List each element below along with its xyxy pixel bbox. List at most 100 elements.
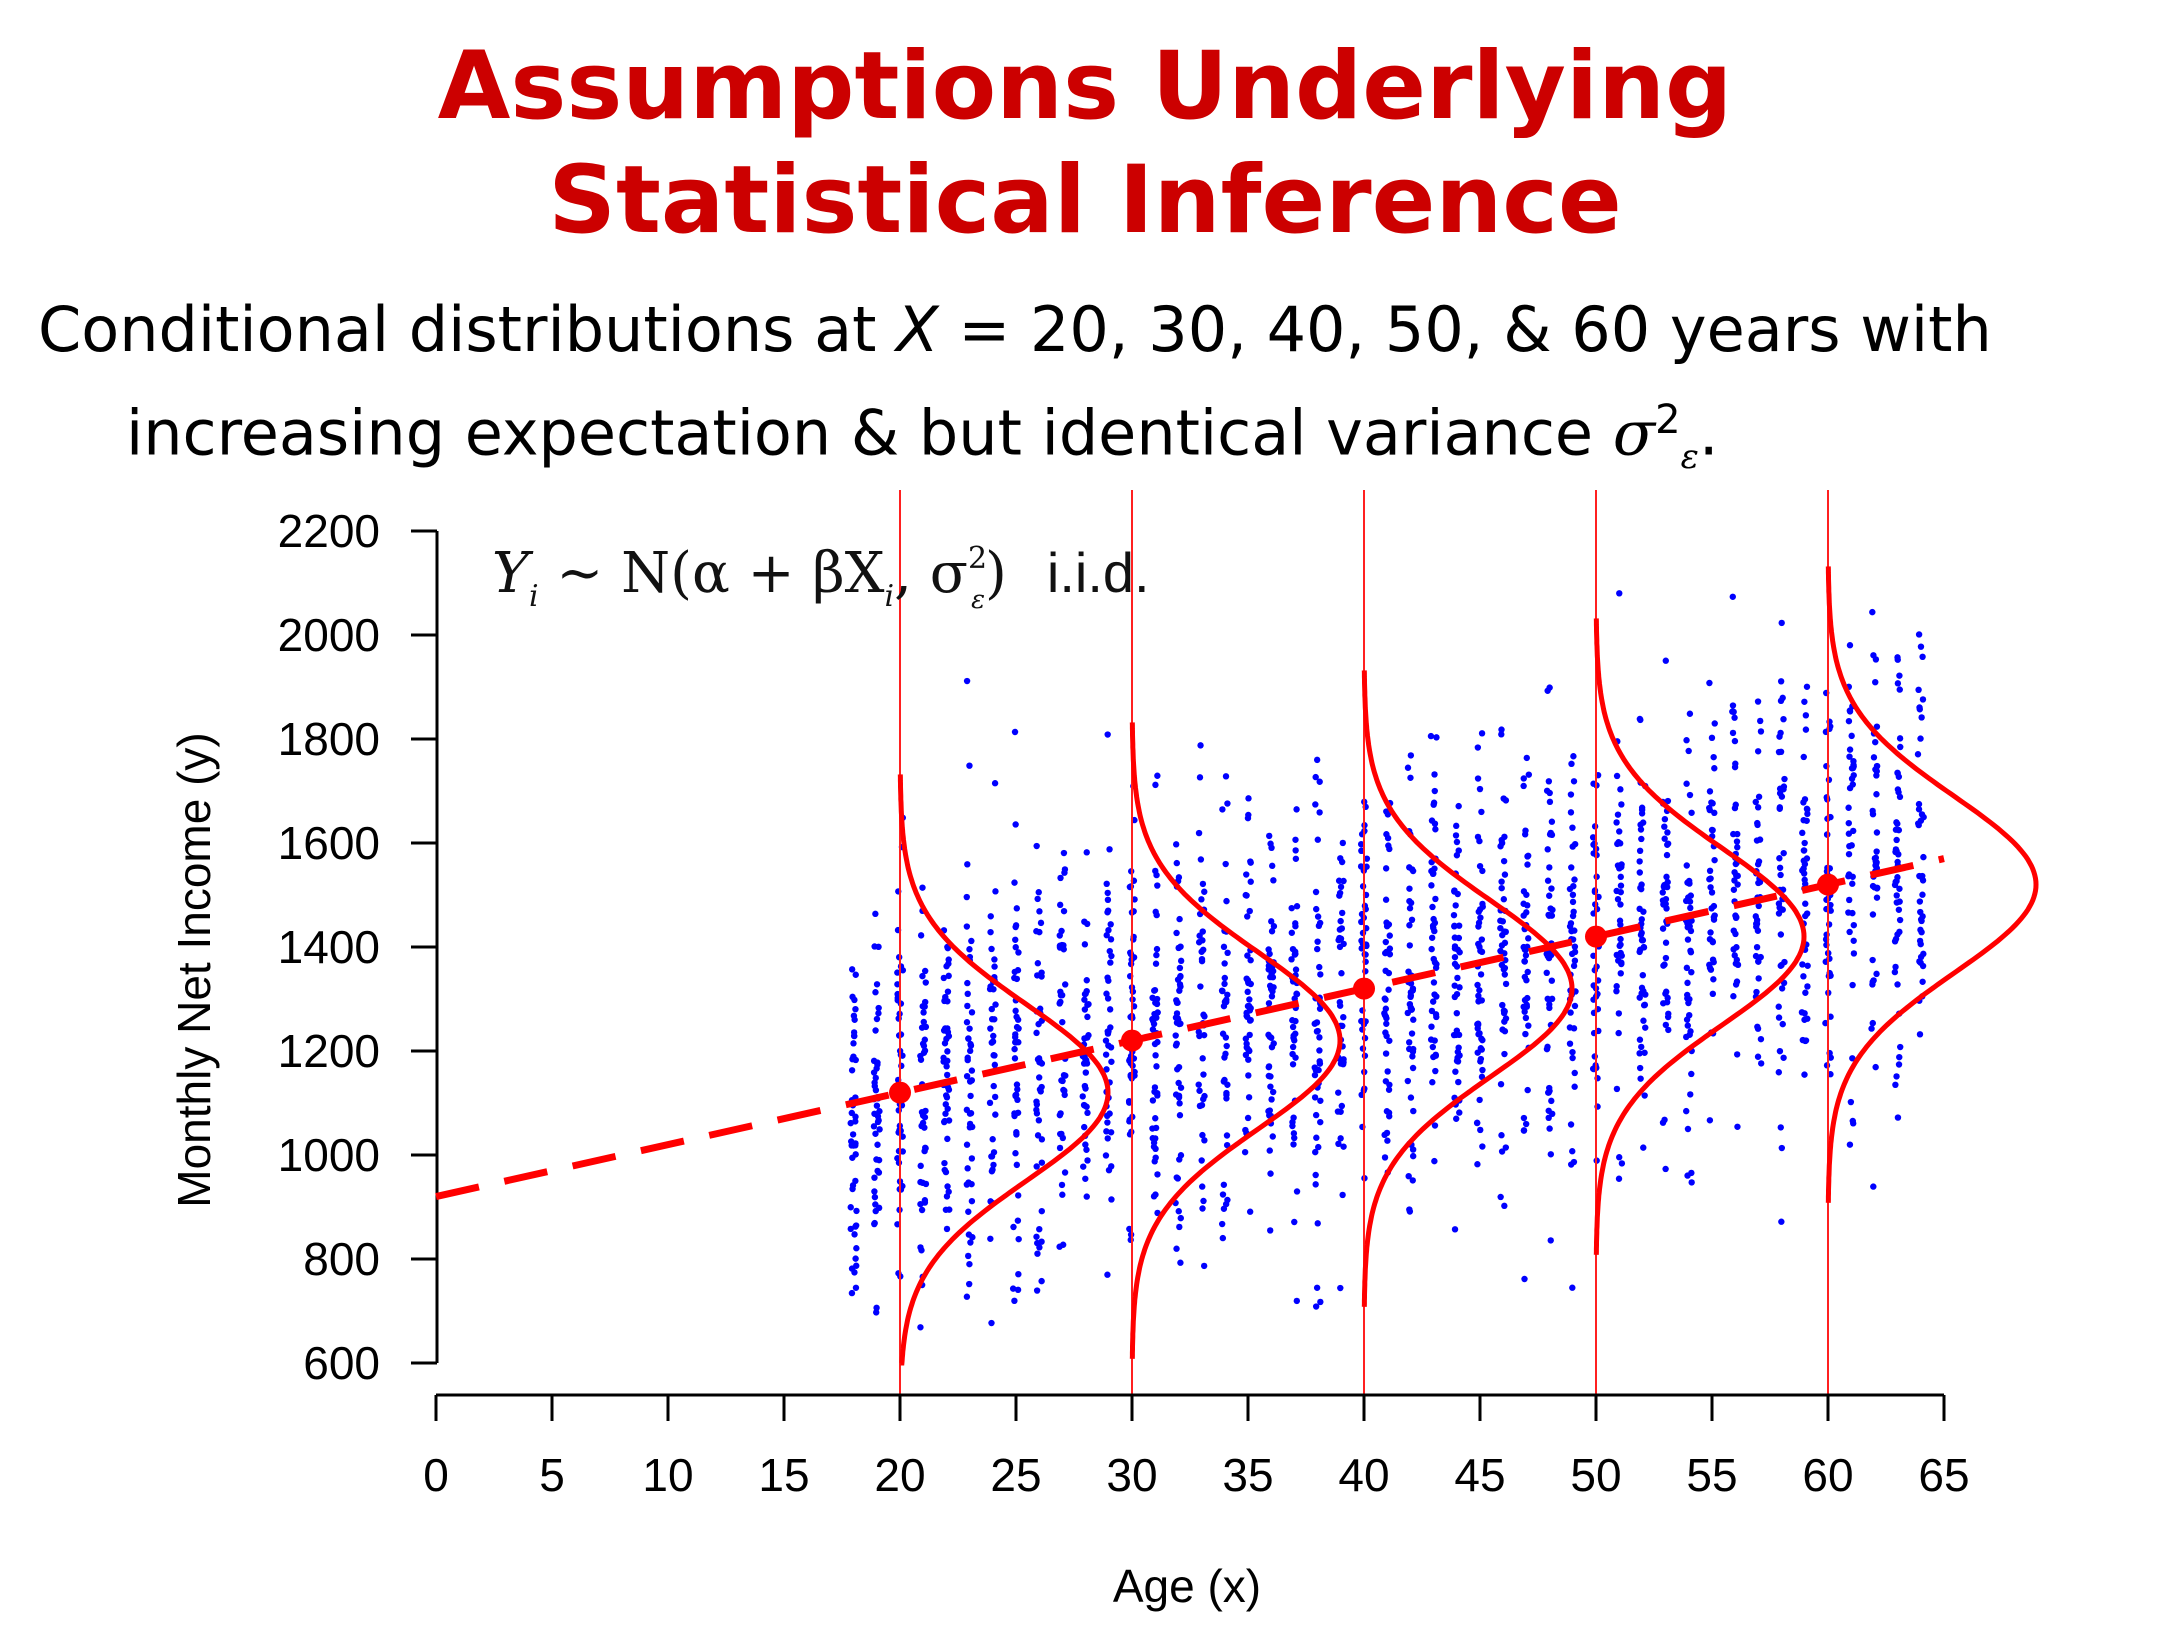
scatter-point (1108, 1196, 1115, 1203)
scatter-point (1198, 1157, 1205, 1164)
scatter-point (1337, 883, 1345, 891)
scatter-point (1429, 903, 1436, 911)
scatter-point (1290, 1032, 1297, 1039)
scatter-point (1312, 1181, 1319, 1188)
scatter-point (963, 677, 971, 685)
scatter-point (1410, 1016, 1417, 1023)
x-tick-label: 10 (642, 1449, 693, 1501)
scatter-point (1477, 914, 1484, 921)
x-axis-label: Age (x) (1113, 1560, 1261, 1612)
scatter-point (871, 1193, 879, 1201)
scatter-point (1849, 827, 1857, 835)
scatter-point (1083, 1146, 1090, 1153)
scatter-point (1688, 809, 1695, 816)
mean-points (889, 873, 1839, 1104)
scatter-point (1451, 923, 1458, 930)
scatter-point (1800, 847, 1808, 854)
scatter-point (1034, 895, 1041, 903)
scatter-point (1126, 1225, 1133, 1233)
scatter-point (1801, 796, 1809, 803)
scatter-point (1659, 889, 1666, 896)
scatter-point (1802, 880, 1809, 888)
scatter-point (871, 1220, 878, 1228)
scatter-point (1456, 1109, 1463, 1116)
scatter-point (1568, 760, 1575, 768)
y-tick-label: 2000 (278, 609, 380, 661)
scatter-point (1221, 1076, 1228, 1084)
scatter-point (1687, 1091, 1694, 1098)
scatter-point (1731, 737, 1739, 745)
scatter-point (967, 1109, 975, 1117)
scatter-point (1292, 847, 1299, 854)
scatter-point (1267, 1227, 1274, 1234)
x-tick-label: 30 (1106, 1449, 1157, 1501)
scatter-point (1869, 978, 1876, 986)
scatter-point (1313, 1284, 1321, 1291)
scatter-point (1547, 1151, 1555, 1158)
scatter-point (1384, 834, 1392, 842)
scatter-point (1267, 985, 1275, 993)
scatter-point (1034, 972, 1041, 979)
normal-curve-x50 (1593, 618, 1807, 1255)
slide-subtitle: Conditional distributions at X = 20, 30,… (38, 285, 2148, 502)
scatter-point (1224, 949, 1231, 957)
scatter-point (1011, 1033, 1019, 1041)
scatter-point (1386, 845, 1393, 853)
scatter-point (1386, 951, 1394, 958)
scatter-point (1568, 927, 1575, 935)
scatter-point (946, 1206, 953, 1213)
scatter-point (1316, 809, 1323, 816)
scatter-point (1337, 1108, 1344, 1115)
scatter-point (1731, 804, 1739, 812)
scatter-point (1359, 1045, 1367, 1052)
scatter-point (1845, 909, 1852, 916)
scatter-point (967, 1092, 974, 1100)
scatter-point (1734, 1123, 1741, 1130)
scatter-point (1293, 1297, 1301, 1305)
scatter-point (1431, 959, 1439, 966)
scatter-point (1637, 826, 1645, 833)
scatter-point (851, 1016, 858, 1023)
scatter-point (1476, 1030, 1483, 1037)
scatter-point (943, 1071, 951, 1079)
scatter-point (1011, 728, 1019, 736)
scatter-point (992, 1111, 999, 1118)
scatter-point (1478, 948, 1486, 956)
scatter-point (872, 1130, 879, 1137)
scatter-point (1337, 1284, 1344, 1292)
scatter-point (1104, 889, 1111, 897)
scatter-point (1431, 1157, 1438, 1165)
scatter-point (1779, 1020, 1786, 1028)
scatter-point (1920, 950, 1927, 958)
scatter-point (1015, 1235, 1022, 1243)
scatter-point (1451, 1226, 1459, 1233)
scatter-point (1893, 892, 1900, 899)
scatter-point (1220, 1181, 1228, 1188)
scatter-point (1102, 1037, 1110, 1044)
scatter-point (1570, 1025, 1578, 1032)
scatter-point (1917, 916, 1925, 923)
scatter-point (1014, 1096, 1021, 1104)
scatter-point (1313, 1028, 1321, 1035)
scatter-point (1711, 720, 1718, 727)
scatter-point (1520, 900, 1527, 907)
scatter-point (1153, 1063, 1160, 1070)
scatter-point (1199, 880, 1207, 888)
scatter-point (1105, 1166, 1113, 1174)
scatter-point (1917, 643, 1925, 650)
scatter-point (988, 1168, 996, 1175)
scatter-point (1103, 1066, 1110, 1073)
scatter-point (990, 1032, 997, 1040)
scatter-point (944, 944, 952, 952)
scatter-point (1153, 911, 1160, 919)
scatter-point (1778, 985, 1786, 992)
scatter-point (1661, 815, 1669, 823)
scatter-point (1846, 642, 1854, 649)
scatter-point (1149, 1097, 1157, 1104)
scatter-point (851, 996, 858, 1004)
scatter-point (1662, 1021, 1670, 1029)
scatter-point (1775, 748, 1783, 756)
scatter-point (1617, 882, 1625, 889)
scatter-point (1406, 942, 1413, 949)
scatter-point (1382, 967, 1389, 975)
